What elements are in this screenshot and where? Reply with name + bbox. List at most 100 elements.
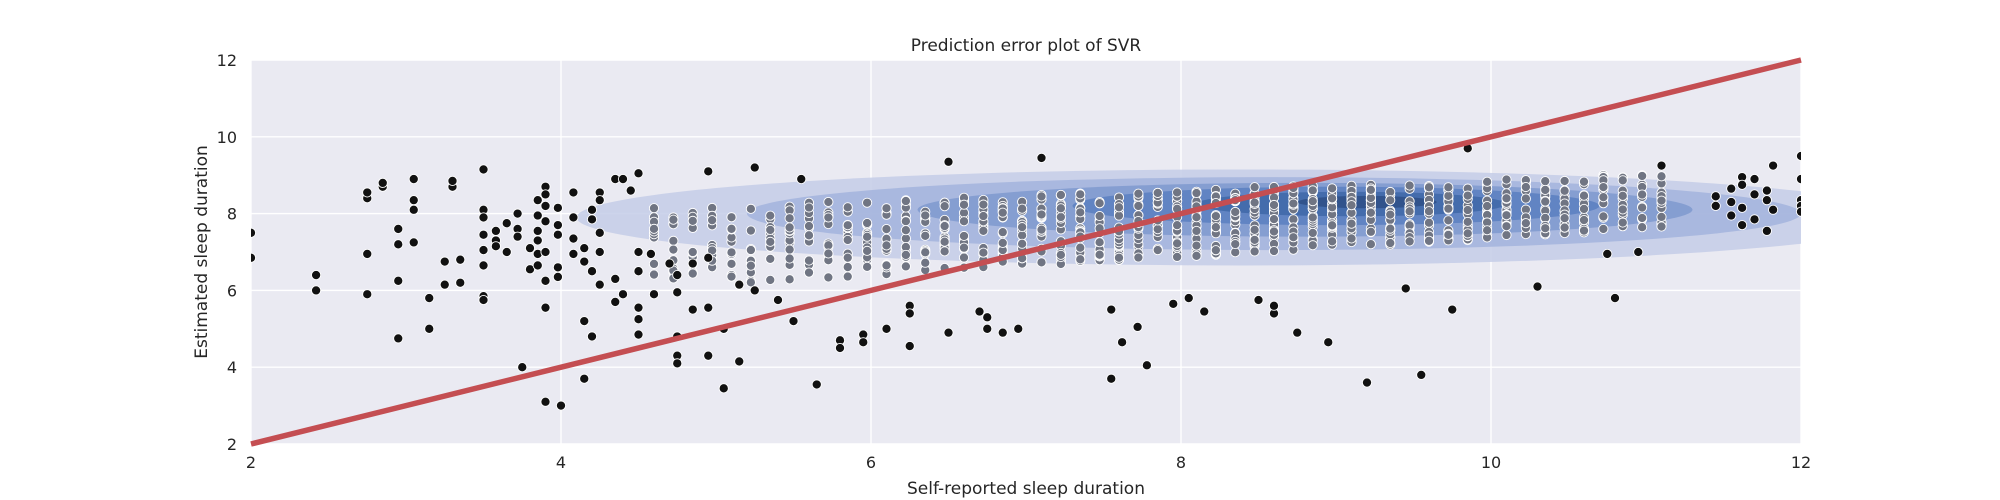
outlier-point: [393, 223, 404, 235]
outlier-point: [501, 246, 512, 258]
dense-point: [1327, 220, 1338, 231]
dense-point: [1578, 225, 1590, 236]
dense-point: [1307, 212, 1318, 223]
dense-point: [881, 260, 892, 271]
dense-point: [1578, 190, 1590, 201]
outlier-point: [512, 208, 523, 219]
outlier-point: [362, 289, 373, 300]
dense-point: [1617, 217, 1628, 228]
outlier-point: [568, 233, 579, 244]
dense-point: [803, 220, 815, 232]
outlier-point: [408, 173, 419, 185]
dense-point: [1501, 210, 1512, 221]
dense-point: [920, 230, 931, 241]
outlier-point: [1447, 304, 1458, 315]
dense-point: [784, 274, 795, 285]
dense-point: [765, 224, 776, 236]
outlier-point: [1292, 327, 1303, 338]
dense-point: [1462, 228, 1473, 239]
dense-point: [1036, 224, 1047, 235]
dense-point: [1249, 234, 1260, 245]
dense-point: [1540, 196, 1551, 207]
dense-point: [862, 217, 873, 229]
outlier-point: [982, 323, 993, 334]
dense-point: [726, 212, 737, 223]
outlier-point: [904, 308, 915, 319]
dense-point: [842, 252, 853, 263]
dense-point: [1365, 226, 1376, 237]
dense-point: [842, 220, 853, 231]
dense-point: [958, 230, 970, 242]
dense-point: [648, 258, 660, 269]
dense-point: [1307, 196, 1318, 207]
outlier-point: [633, 329, 644, 340]
dense-point: [1307, 227, 1318, 238]
dense-point: [668, 244, 679, 255]
dense-point: [1598, 211, 1609, 222]
outlier-point: [1795, 206, 1801, 217]
y-tick-label: 2: [227, 435, 237, 454]
outlier-point: [362, 187, 373, 198]
dense-point: [726, 271, 737, 282]
outlier-point: [568, 187, 579, 198]
outlier-point: [555, 400, 567, 411]
dense-point: [1327, 193, 1338, 204]
dense-point: [1559, 185, 1570, 196]
dense-point: [1191, 212, 1202, 223]
dense-point: [1210, 211, 1221, 222]
dense-point: [1598, 192, 1609, 203]
outlier-point: [408, 204, 419, 215]
outlier-point: [617, 173, 629, 185]
dense-point: [1385, 238, 1396, 249]
dense-point: [745, 260, 756, 271]
outlier-point: [1737, 220, 1748, 231]
outlier-point: [625, 185, 636, 196]
outlier-point: [552, 202, 563, 213]
outlier-point: [540, 200, 551, 211]
x-tick-label: 8: [1176, 453, 1186, 472]
outlier-point: [1609, 293, 1621, 304]
dense-point: [842, 262, 853, 273]
dense-point: [1036, 209, 1047, 220]
dense-point: [939, 220, 950, 232]
outlier-point: [617, 289, 629, 300]
dense-point: [1113, 252, 1125, 263]
dense-point: [745, 225, 756, 236]
outlier-point: [586, 214, 598, 225]
y-tick-label: 12: [217, 51, 237, 70]
dense-point: [1617, 175, 1628, 186]
outlier-point: [455, 254, 466, 265]
outlier-point: [687, 258, 698, 269]
outlier-points-layer: [251, 143, 1801, 411]
dense-point: [939, 246, 950, 257]
reference-line-layer: [250, 57, 1802, 447]
dense-point: [1637, 170, 1648, 182]
dense-point: [1133, 200, 1144, 211]
outlier-point: [1726, 183, 1737, 194]
dense-point: [1036, 191, 1047, 202]
dense-point: [978, 247, 989, 258]
outlier-point: [633, 302, 644, 313]
outlier-point: [251, 252, 257, 263]
dense-point: [1191, 187, 1202, 199]
outlier-point: [532, 195, 543, 206]
dense-point: [1172, 187, 1183, 198]
dense-point: [1443, 190, 1454, 201]
density-contours: [576, 169, 1801, 266]
dense-point: [803, 230, 815, 241]
dense-point: [1307, 185, 1318, 196]
outlier-point: [672, 358, 683, 369]
outlier-point: [1795, 173, 1801, 185]
dense-point: [765, 236, 776, 247]
outlier-point: [610, 296, 621, 307]
outlier-point: [478, 164, 489, 175]
dense-point: [1617, 190, 1628, 201]
dense-point: [648, 203, 660, 214]
dense-point: [1094, 198, 1105, 209]
dense-point: [862, 197, 873, 208]
outlier-point: [1400, 283, 1411, 294]
dense-point: [1559, 213, 1570, 224]
outlier-point: [393, 239, 404, 250]
outlier-point: [501, 218, 512, 229]
outlier-point: [568, 248, 579, 259]
